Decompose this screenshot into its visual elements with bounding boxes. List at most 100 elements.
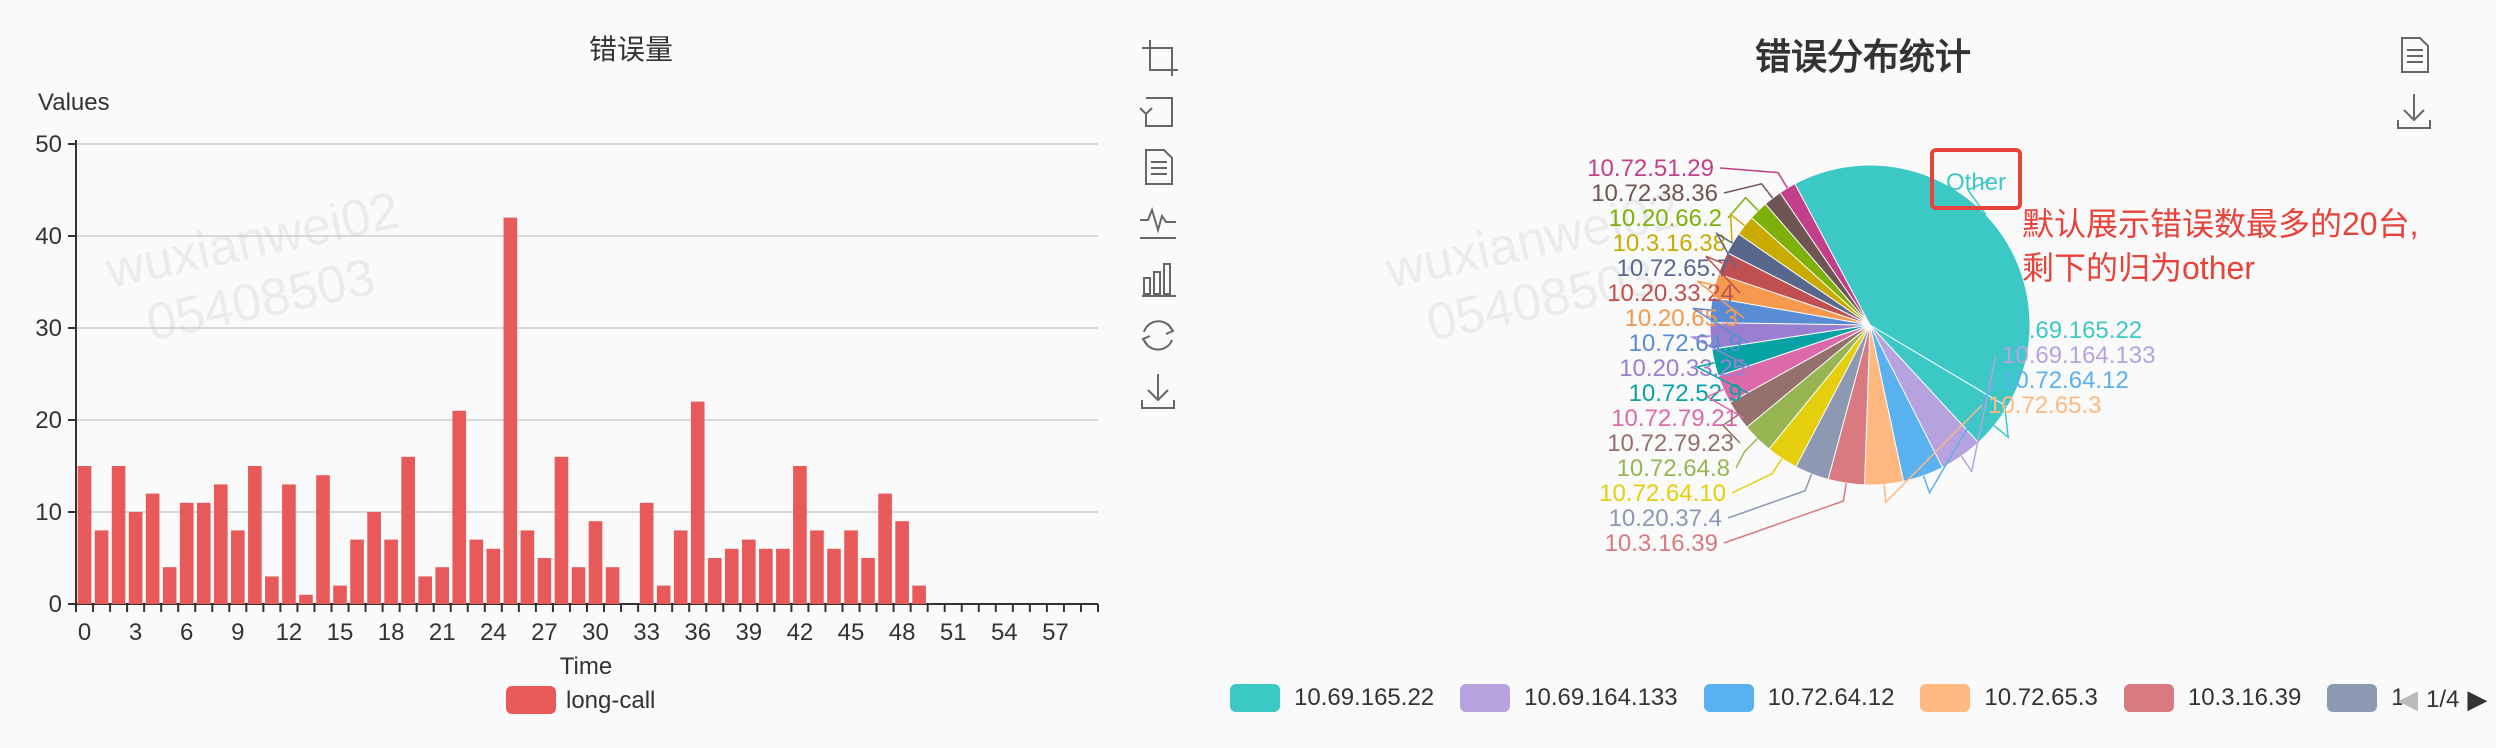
x-tick-label: 51 bbox=[940, 619, 967, 646]
slice-label: 10.69.164.133 bbox=[2002, 342, 2155, 369]
legend-item[interactable]: 10.69.164.133 bbox=[1460, 684, 1678, 712]
bar bbox=[827, 548, 841, 604]
legend-item[interactable]: 10.2 bbox=[2327, 684, 2402, 712]
x-tick-label: 27 bbox=[531, 619, 558, 646]
bar-switch-icon[interactable] bbox=[1142, 263, 1176, 297]
bar bbox=[333, 585, 347, 604]
zoom-reset-icon[interactable] bbox=[1139, 97, 1173, 127]
bar bbox=[878, 493, 892, 604]
legend-swatch bbox=[2327, 684, 2378, 712]
x-tick-label: 21 bbox=[429, 619, 456, 646]
x-tick-label: 6 bbox=[180, 619, 193, 646]
bar bbox=[912, 585, 926, 604]
line-switch-icon[interactable] bbox=[1140, 206, 1176, 239]
x-tick-label: 9 bbox=[231, 619, 244, 646]
save-image-icon[interactable] bbox=[1141, 374, 1175, 409]
bar bbox=[707, 558, 722, 604]
bar bbox=[418, 576, 432, 604]
legend-swatch bbox=[1230, 684, 1280, 712]
bar bbox=[231, 530, 245, 604]
bar bbox=[759, 548, 773, 604]
bar bbox=[401, 456, 415, 604]
leader-line bbox=[1727, 196, 1759, 219]
bar bbox=[452, 410, 467, 604]
slice-label: 10.72.64.10 bbox=[1599, 480, 1726, 507]
slice-label: 10.20.33.24 bbox=[1607, 280, 1734, 307]
legend-item[interactable]: 10.72.64.12 bbox=[1703, 684, 1895, 712]
legend-label: 10.72.64.12 bbox=[1767, 684, 1895, 711]
bar bbox=[282, 484, 296, 604]
pie-annotation: 默认展示错误数最多的20台, 剩下的归为other bbox=[2022, 206, 2419, 286]
legend-swatch bbox=[1703, 684, 1754, 712]
bar bbox=[639, 502, 654, 604]
slice-label: 10.72.65.3 bbox=[1988, 392, 2101, 419]
legend-label: 10.3.16.39 bbox=[2187, 684, 2302, 711]
bar bbox=[299, 594, 313, 604]
zoom-icon[interactable] bbox=[1142, 40, 1178, 76]
x-tick-label: 3 bbox=[129, 619, 142, 646]
y-tick-label: 30 bbox=[35, 315, 62, 342]
leader-line bbox=[1735, 438, 1758, 469]
leader-line bbox=[1692, 307, 1749, 344]
bar bbox=[179, 502, 194, 604]
bar-chart-title: 错误量 bbox=[588, 34, 673, 65]
data-view-icon[interactable] bbox=[1145, 149, 1173, 185]
leader-line bbox=[1694, 361, 1749, 394]
slice-label: 10.72.64.8 bbox=[1617, 455, 1730, 482]
leader-line bbox=[1729, 212, 1746, 244]
bar bbox=[248, 466, 262, 604]
leader-line bbox=[1721, 414, 1741, 444]
bar bbox=[520, 530, 535, 604]
legend-item[interactable]: 10.72.65.3 bbox=[1920, 684, 2098, 712]
save-image-icon[interactable] bbox=[2397, 94, 2431, 129]
x-tick-label: 30 bbox=[582, 619, 609, 646]
slice-label: 10.72.79.23 bbox=[1607, 430, 1734, 457]
slice-label: 10.72.65.7 bbox=[1617, 255, 1730, 282]
pie-chart-title: 错误分布统计 bbox=[1754, 36, 1971, 77]
bar bbox=[793, 466, 807, 604]
data-view-icon[interactable] bbox=[2401, 37, 2429, 73]
legend-item[interactable]: 10.3.16.39 bbox=[2123, 684, 2302, 712]
slice-label: 10.72.52.9 bbox=[1629, 380, 1742, 407]
y-axis-label: Values bbox=[38, 89, 110, 116]
bar bbox=[571, 567, 586, 604]
y-tick-label: 10 bbox=[35, 499, 62, 526]
leader-line bbox=[1705, 255, 1741, 294]
leader-line bbox=[1723, 182, 1774, 199]
pager-next-icon[interactable]: ▶ bbox=[2467, 684, 2488, 714]
leader-line bbox=[1731, 458, 1783, 494]
bar bbox=[861, 558, 875, 604]
slice-label: 10.72.79.21 bbox=[1611, 405, 1738, 432]
legend-swatch bbox=[506, 686, 556, 714]
leader-line bbox=[1689, 335, 1753, 369]
pager-prev-icon[interactable]: ◀ bbox=[2398, 684, 2418, 714]
x-tick-label: 33 bbox=[633, 619, 660, 646]
x-tick-label: 45 bbox=[838, 619, 865, 646]
legend-item[interactable]: 10.69.165.22 bbox=[1230, 684, 1434, 712]
pie-slice bbox=[1779, 183, 1871, 326]
bar bbox=[605, 567, 620, 604]
legend-pager: ◀ 1/4 ▶ bbox=[2398, 684, 2487, 715]
leader-line bbox=[1993, 329, 2010, 439]
pie-chart-toolbox bbox=[2394, 36, 2434, 136]
restore-icon[interactable] bbox=[1141, 320, 1175, 351]
legend-swatch bbox=[2123, 684, 2174, 712]
slice-label: 10.20.66.2 bbox=[1609, 205, 1722, 232]
slice-label: 10.72.51.29 bbox=[1587, 155, 1714, 182]
bar bbox=[776, 548, 790, 604]
slice-label: 10.69.165.22 bbox=[2002, 317, 2142, 344]
slice-label: 10.20.37.4 bbox=[1609, 505, 1722, 532]
pie-slice bbox=[1794, 164, 2031, 408]
bar bbox=[196, 502, 211, 604]
slice-label: 10.3.16.38 bbox=[1613, 230, 1726, 257]
bar bbox=[503, 217, 518, 604]
slice-label: 10.72.64.9 bbox=[1629, 330, 1742, 357]
slice-label: 10.3.16.39 bbox=[1605, 530, 1718, 557]
x-tick-label: 18 bbox=[378, 619, 405, 646]
leader-line bbox=[1727, 473, 1813, 519]
leader-line bbox=[1719, 167, 1788, 189]
y-tick-label: 0 bbox=[49, 591, 62, 618]
slice-label: Other bbox=[1946, 169, 2006, 196]
x-tick-label: 54 bbox=[991, 619, 1018, 646]
